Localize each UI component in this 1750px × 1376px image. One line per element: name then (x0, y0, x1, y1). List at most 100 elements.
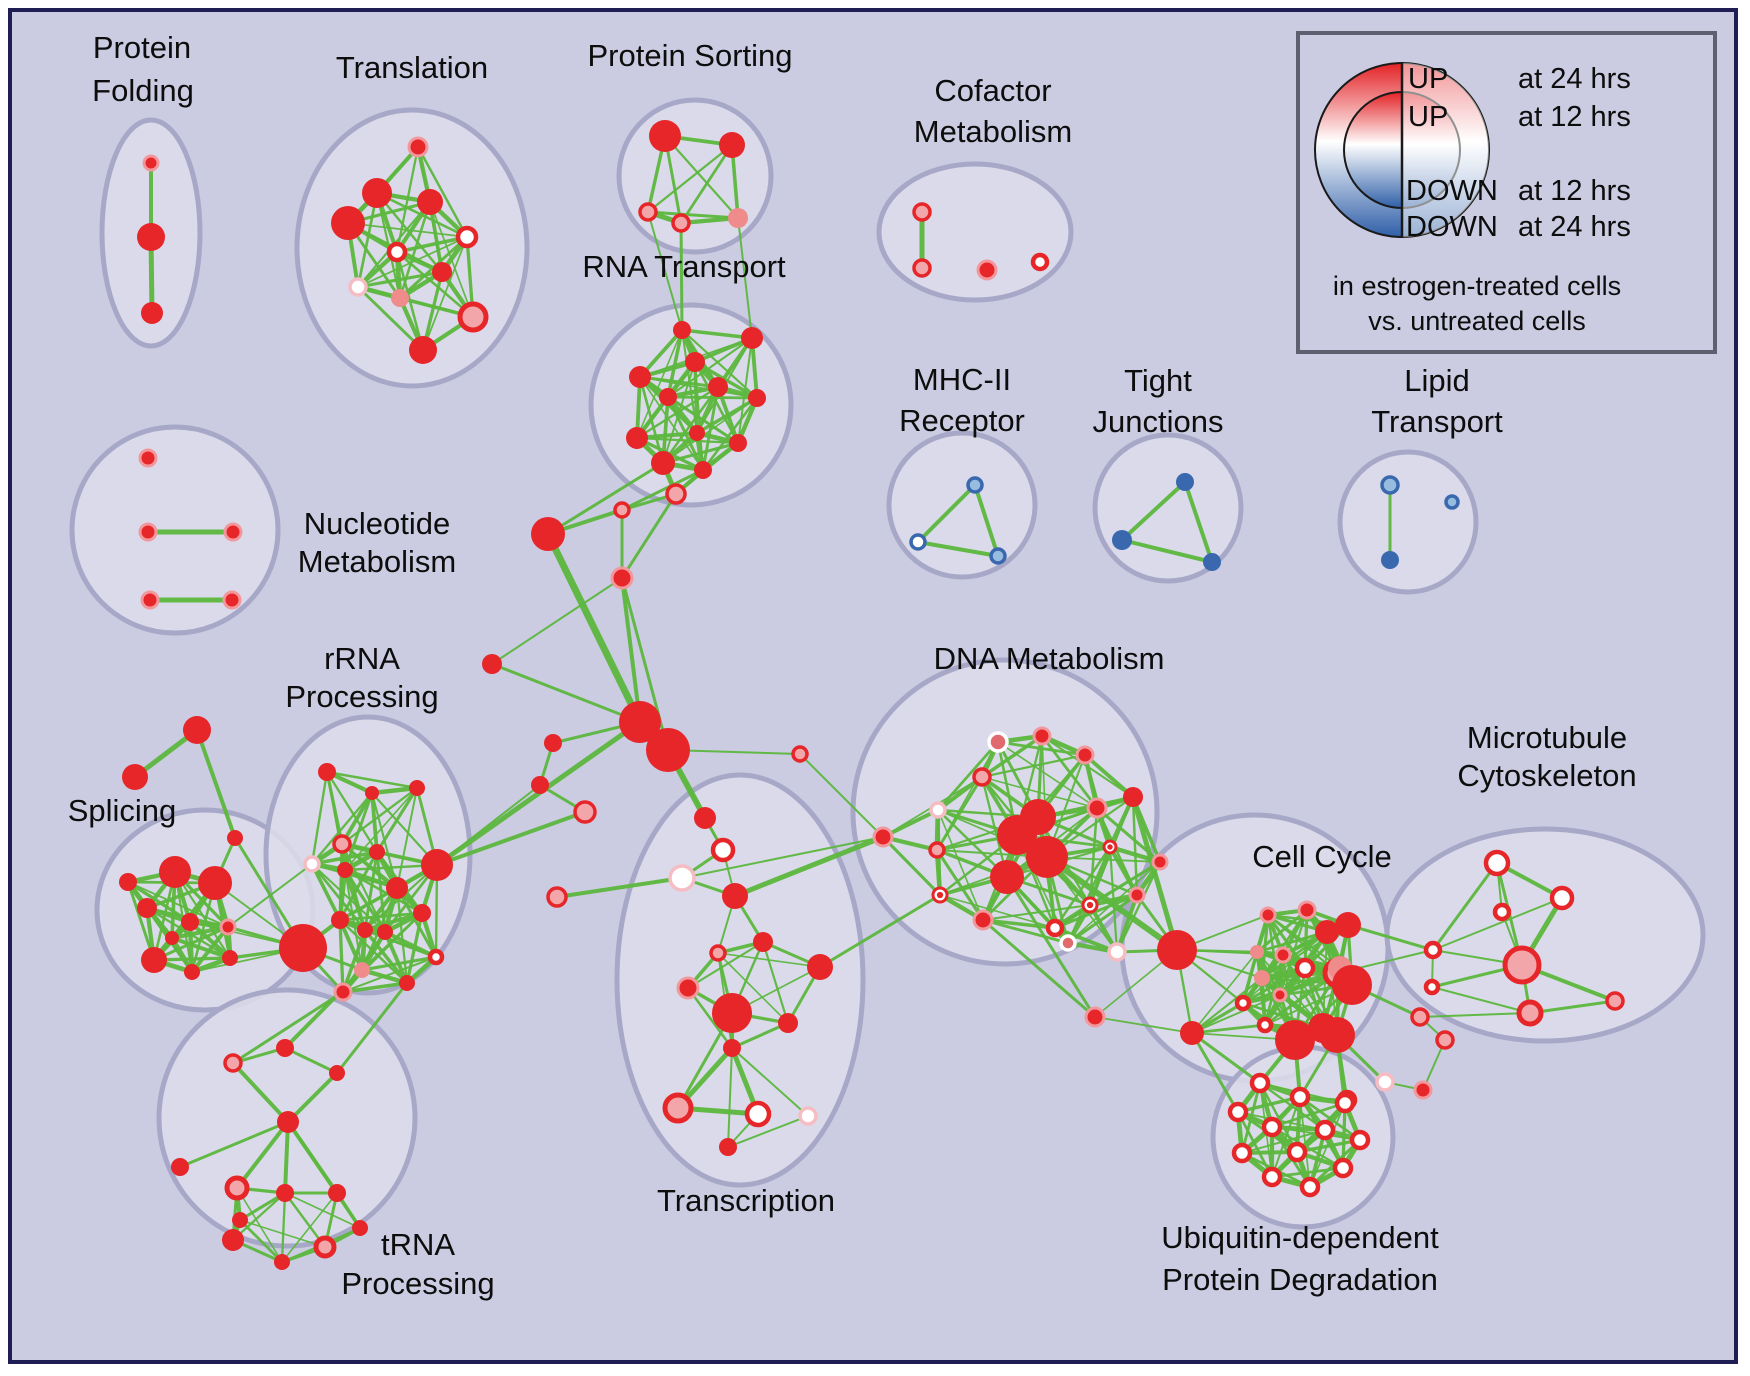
legend-ring-icon (1314, 62, 1490, 238)
network-edge (356, 191, 379, 289)
network-node (573, 800, 597, 824)
network-edge (238, 1218, 284, 1264)
cluster-label-rr: rRNA (324, 641, 400, 676)
network-node (1231, 1142, 1253, 1164)
network-edge (1241, 1129, 1326, 1154)
cluster-label-tj: Junctions (1093, 404, 1224, 439)
network-node (399, 975, 415, 991)
network-node (137, 223, 165, 251)
cluster-label-tr: Translation (336, 50, 488, 85)
network-edge (1241, 950, 1259, 1005)
cluster-label-pf: Folding (92, 73, 194, 108)
network-node (1026, 836, 1068, 878)
network-node (729, 434, 747, 452)
network-edge (227, 863, 313, 928)
network-node (223, 1053, 243, 1073)
network-edge (1190, 976, 1264, 1035)
network-node (232, 1212, 248, 1228)
network-node (1332, 1157, 1354, 1179)
network-node (1059, 934, 1077, 952)
network-node (409, 336, 437, 364)
cluster-label-mh: Receptor (899, 403, 1025, 438)
network-node (912, 258, 932, 278)
network-edge (666, 395, 759, 400)
cluster-ellipse-ps (616, 97, 774, 255)
network-edge (730, 1021, 790, 1050)
network-node (377, 924, 393, 940)
network-edge (663, 134, 740, 220)
network-edge (881, 835, 942, 897)
network-edge (126, 880, 192, 924)
network-node (1381, 551, 1399, 569)
network-edge (1066, 893, 1139, 945)
network-edge (1183, 480, 1214, 564)
network-node (673, 321, 691, 339)
network-node (872, 826, 894, 848)
network-node (1483, 849, 1511, 877)
network-node (141, 302, 163, 324)
network-node (723, 1039, 741, 1057)
network-node (171, 1158, 189, 1176)
network-node (972, 909, 994, 931)
network-node (1423, 940, 1443, 960)
network-node (629, 366, 651, 388)
network-edge (236, 1187, 283, 1263)
network-edge (686, 986, 734, 1050)
network-node (1492, 902, 1512, 922)
network-edge (239, 1219, 326, 1248)
network-edge (283, 1046, 339, 1075)
legend-border (1296, 31, 1717, 354)
network-edge (981, 918, 1097, 1019)
network-edge (435, 810, 587, 867)
network-edge (701, 396, 759, 472)
network-edge (310, 770, 329, 866)
network-edge (370, 791, 379, 854)
network-node (722, 883, 748, 909)
network-node (1203, 553, 1221, 571)
network-edge (680, 328, 754, 340)
node-layer (119, 120, 1625, 1270)
legend-note-line1: in estrogen-treated cells (1333, 271, 1621, 301)
network-node (165, 931, 179, 945)
network-node (719, 1138, 737, 1156)
network-node (1261, 1116, 1283, 1138)
network-edge (980, 753, 1087, 779)
network-edge (338, 911, 424, 922)
network-node (1314, 1119, 1336, 1141)
network-edge (360, 955, 438, 972)
network-node (807, 954, 833, 980)
network-node (1032, 726, 1052, 746)
network-node (1274, 946, 1292, 964)
network-node (227, 830, 243, 846)
network-node (1261, 1166, 1283, 1188)
network-edge (1190, 1023, 1267, 1035)
network-node (1234, 994, 1252, 1012)
network-node (1084, 1006, 1106, 1028)
network-node (1045, 918, 1065, 938)
network-edge (546, 461, 665, 536)
network-edge (679, 143, 734, 225)
network-node (455, 225, 479, 249)
network-node (184, 964, 200, 980)
network-edge (695, 396, 759, 435)
network-node (119, 873, 137, 891)
network-node (222, 1229, 244, 1251)
network-node (668, 864, 696, 892)
network-node (1294, 957, 1316, 979)
network-edge (283, 968, 364, 1050)
legend-down-12-time: at 12 hrs (1518, 175, 1631, 207)
network-edge (396, 787, 418, 889)
network-node (1289, 1086, 1311, 1108)
network-node (544, 734, 562, 752)
network-node (365, 786, 379, 800)
network-edge (693, 360, 759, 400)
cluster-label-ps: Protein Sorting (587, 38, 792, 73)
network-node (183, 716, 211, 744)
network-node (989, 547, 1007, 565)
network-node (659, 388, 677, 406)
legend-box: UP at 24 hrs UP at 12 hrs DOWN at 12 hrs… (1296, 31, 1717, 354)
network-node (427, 948, 445, 966)
network-edge (620, 576, 642, 724)
network-edge (1432, 897, 1563, 951)
network-edge (281, 1192, 338, 1263)
